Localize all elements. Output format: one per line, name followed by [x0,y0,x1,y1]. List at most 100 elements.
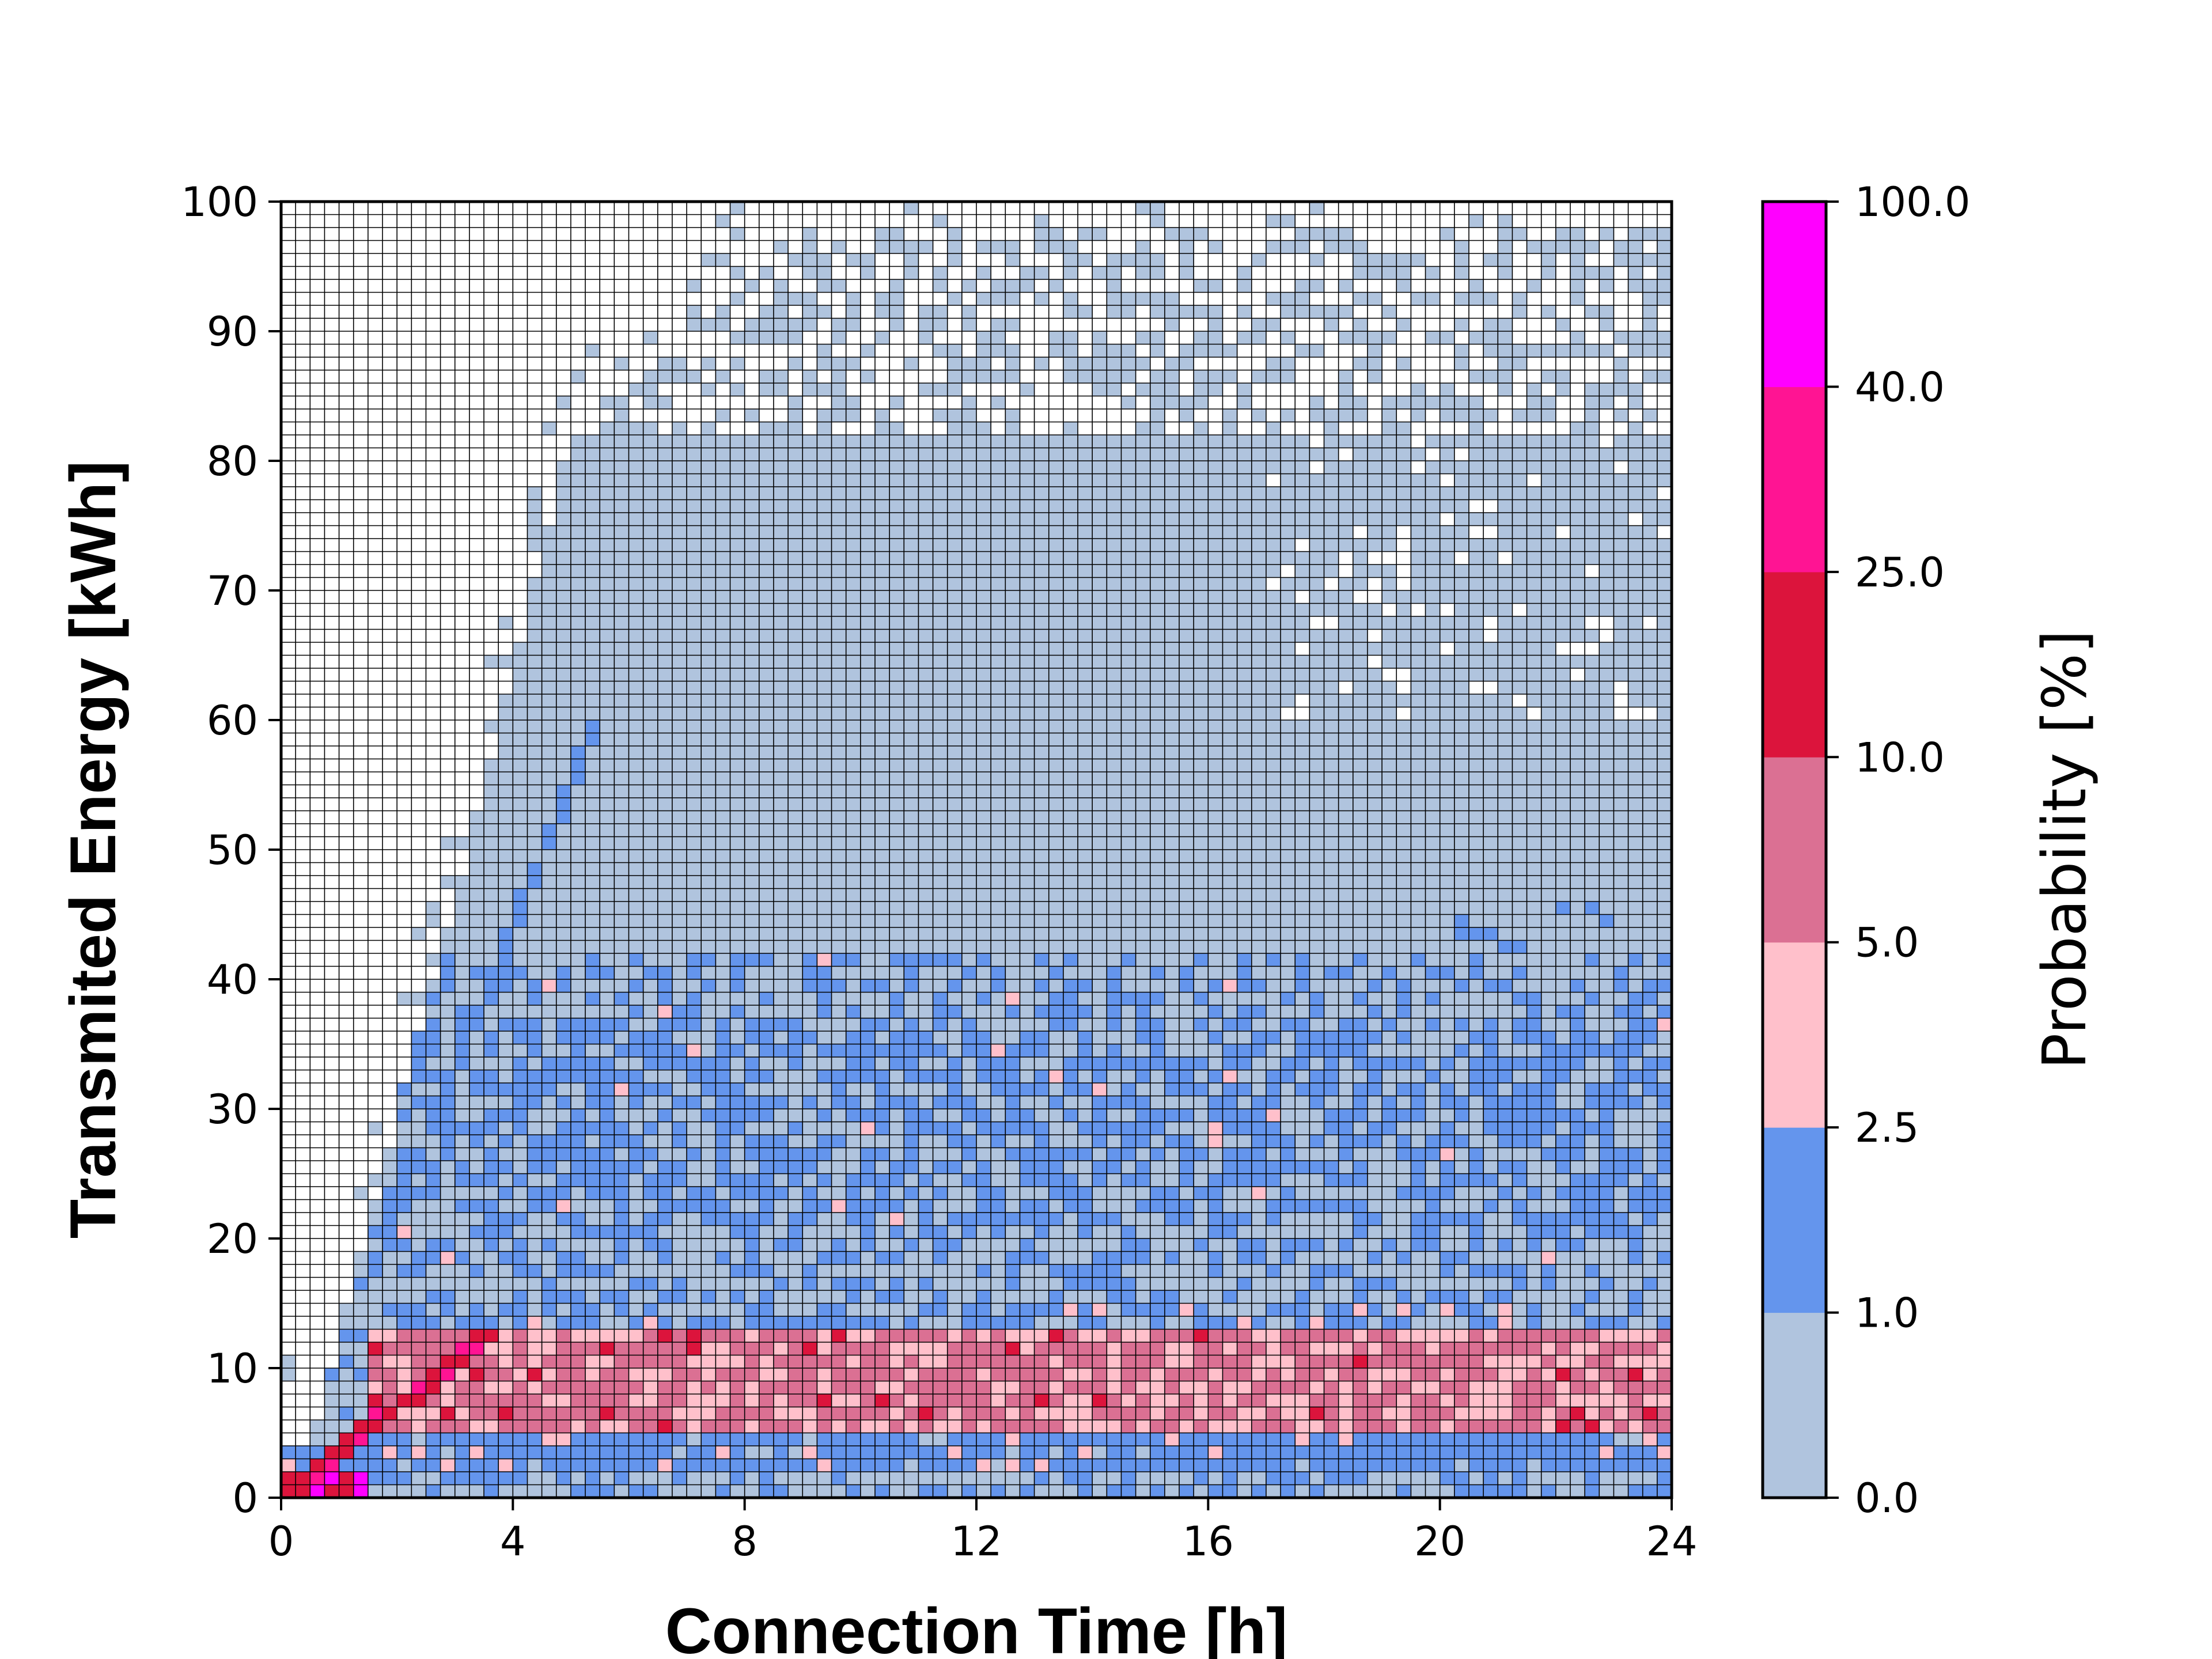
heatmap-cell [1179,1122,1194,1135]
heatmap-cell [1020,1290,1035,1304]
heatmap-cell [1020,1407,1035,1421]
heatmap-cell [1034,1238,1050,1252]
heatmap-cell [1135,785,1151,798]
heatmap-cell [1020,668,1035,681]
heatmap-cell [918,1147,933,1161]
heatmap-cell [1194,616,1209,630]
heatmap-cell [1194,1187,1209,1200]
heatmap-cell [831,914,846,928]
heatmap-cell [687,707,702,721]
heatmap-cell [874,551,890,565]
heatmap-cell [773,499,789,513]
heatmap-cell [1194,1355,1209,1369]
heatmap-cell [817,1238,832,1252]
heatmap-cell [715,1187,730,1200]
heatmap-cell [643,1199,658,1213]
heatmap-cell [1092,798,1107,811]
heatmap-cell [339,1420,354,1433]
heatmap-cell [1208,1484,1223,1498]
heatmap-cell [1121,1018,1136,1032]
heatmap-cell [1222,668,1237,681]
heatmap-cell [1179,1005,1194,1018]
heatmap-cell [643,1096,658,1109]
heatmap-cell [614,707,629,721]
heatmap-cell [614,1303,629,1317]
heatmap-cell [1237,655,1252,669]
heatmap-cell [933,279,948,293]
heatmap-cell [730,707,745,721]
heatmap-cell [672,1459,687,1472]
heatmap-cell [976,979,991,993]
heatmap-cell [657,616,673,630]
heatmap-cell [961,1368,977,1381]
heatmap-cell [454,1161,470,1174]
heatmap-cell [846,1135,861,1148]
heatmap-cell [498,810,513,824]
heatmap-cell [556,1173,571,1187]
heatmap-cell [744,1122,760,1135]
heatmap-cell [643,810,658,824]
heatmap-cell [759,733,774,747]
heatmap-cell [672,888,687,902]
heatmap-cell [672,1096,687,1109]
heatmap-cell [614,1187,629,1200]
heatmap-cell [541,914,557,928]
heatmap-cell [831,1005,846,1018]
heatmap-cell [701,798,716,811]
heatmap-cell [1164,1083,1180,1096]
heatmap-cell [817,1083,832,1096]
heatmap-cell [730,1472,745,1485]
heatmap-cell [817,383,832,396]
heatmap-cell [600,1368,615,1381]
heatmap-cell [947,953,963,967]
heatmap-cell [889,292,904,306]
heatmap-cell [933,953,948,967]
heatmap-cell [454,1459,470,1472]
heatmap-cell [1208,616,1223,630]
heatmap-cell [1237,940,1252,954]
heatmap-cell [527,539,542,552]
heatmap-cell [1222,1161,1237,1174]
heatmap-cell [831,331,846,344]
heatmap-cell [672,1161,687,1174]
heatmap-cell [426,1484,441,1498]
heatmap-cell [730,720,745,733]
heatmap-cell [1107,940,1122,954]
heatmap-cell [1121,1368,1136,1381]
heatmap-cell [904,1135,919,1148]
heatmap-cell [961,1238,977,1252]
heatmap-cell [454,940,470,954]
heatmap-cell [715,1342,730,1355]
heatmap-cell [788,1407,803,1421]
heatmap-cell [1179,940,1194,954]
heatmap-cell [1005,513,1020,526]
heatmap-cell [368,1342,383,1355]
heatmap-cell [889,681,904,695]
heatmap-cell [687,862,702,876]
heatmap-cell [382,1277,397,1291]
heatmap-cell [687,1005,702,1018]
heatmap-cell [1194,746,1209,759]
heatmap-cell [382,1147,397,1161]
heatmap-cell [440,1484,456,1498]
heatmap-cell [831,733,846,747]
heatmap-cell [730,642,745,656]
heatmap-cell [759,1070,774,1084]
heatmap-cell [484,1264,499,1278]
heatmap-cell [1121,927,1136,941]
heatmap-cell [715,448,730,461]
heatmap-cell [570,1381,586,1395]
heatmap-cell [600,1251,615,1265]
heatmap-cell [440,1147,456,1161]
heatmap-cell [759,551,774,565]
heatmap-cell [759,1433,774,1446]
heatmap-cell [715,836,730,850]
heatmap-cell [657,1355,673,1369]
heatmap-cell [1092,1277,1107,1291]
heatmap-cell [426,1135,441,1148]
heatmap-cell [773,953,789,967]
heatmap-cell [1107,914,1122,928]
heatmap-cell [874,1173,890,1187]
heatmap-cell [1208,1355,1223,1369]
heatmap-cell [1063,616,1078,630]
